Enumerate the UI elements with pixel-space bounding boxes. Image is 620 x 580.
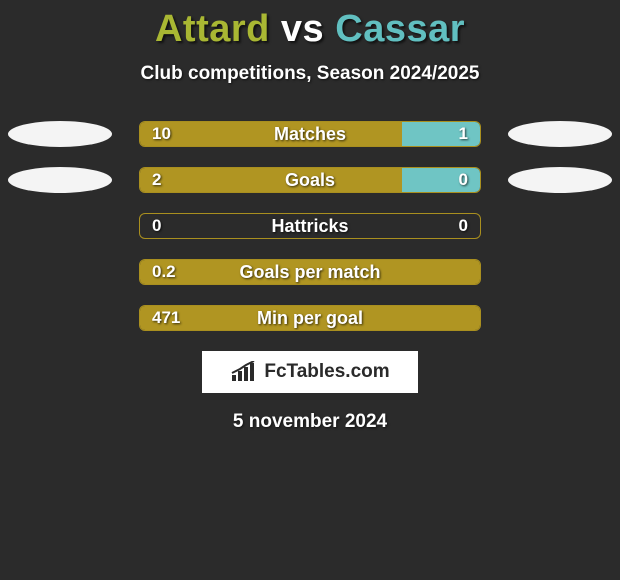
stat-row: Goals per match0.2: [0, 259, 620, 285]
subtitle: Club competitions, Season 2024/2025: [0, 63, 620, 85]
title-vs: vs: [281, 8, 324, 50]
brand-badge: FcTables.com: [202, 351, 418, 393]
title-player1: Attard: [155, 8, 270, 50]
stat-row: Matches101: [0, 121, 620, 147]
stat-bar-left-fill: [140, 306, 480, 330]
player1-avatar: [8, 167, 112, 193]
stat-bar-left-fill: [140, 260, 480, 284]
player2-avatar: [508, 121, 612, 147]
stat-row: Goals20: [0, 167, 620, 193]
date-text: 5 november 2024: [0, 411, 620, 433]
stat-bar-track: Matches101: [139, 121, 481, 147]
stat-bar-right-fill: [402, 168, 480, 192]
player2-avatar: [508, 167, 612, 193]
stat-bar-track: Hattricks0 0: [139, 213, 481, 239]
stat-bar-left-fill: [140, 122, 402, 146]
stat-bar-track: Goals per match0.2: [139, 259, 481, 285]
brand-text: FcTables.com: [264, 361, 389, 383]
brand-chart-icon: [230, 361, 258, 383]
comparison-title: Attard vs Cassar: [0, 0, 620, 51]
stat-bar-track: Min per goal471: [139, 305, 481, 331]
stat-bar-right-fill: [402, 122, 480, 146]
stat-row: Hattricks0 0: [0, 213, 620, 239]
stat-bar-left-fill: [140, 168, 402, 192]
stat-value-left: 0: [152, 214, 161, 238]
stat-bar-track: Goals20: [139, 167, 481, 193]
title-player2: Cassar: [335, 8, 465, 50]
player1-avatar: [8, 121, 112, 147]
stat-value-right: 0: [459, 214, 468, 238]
stat-label: Hattricks: [140, 214, 480, 238]
stat-row: Min per goal471: [0, 305, 620, 331]
stat-rows: Matches101 Goals20 Hattricks0 0 Goals per ma…: [0, 121, 620, 331]
